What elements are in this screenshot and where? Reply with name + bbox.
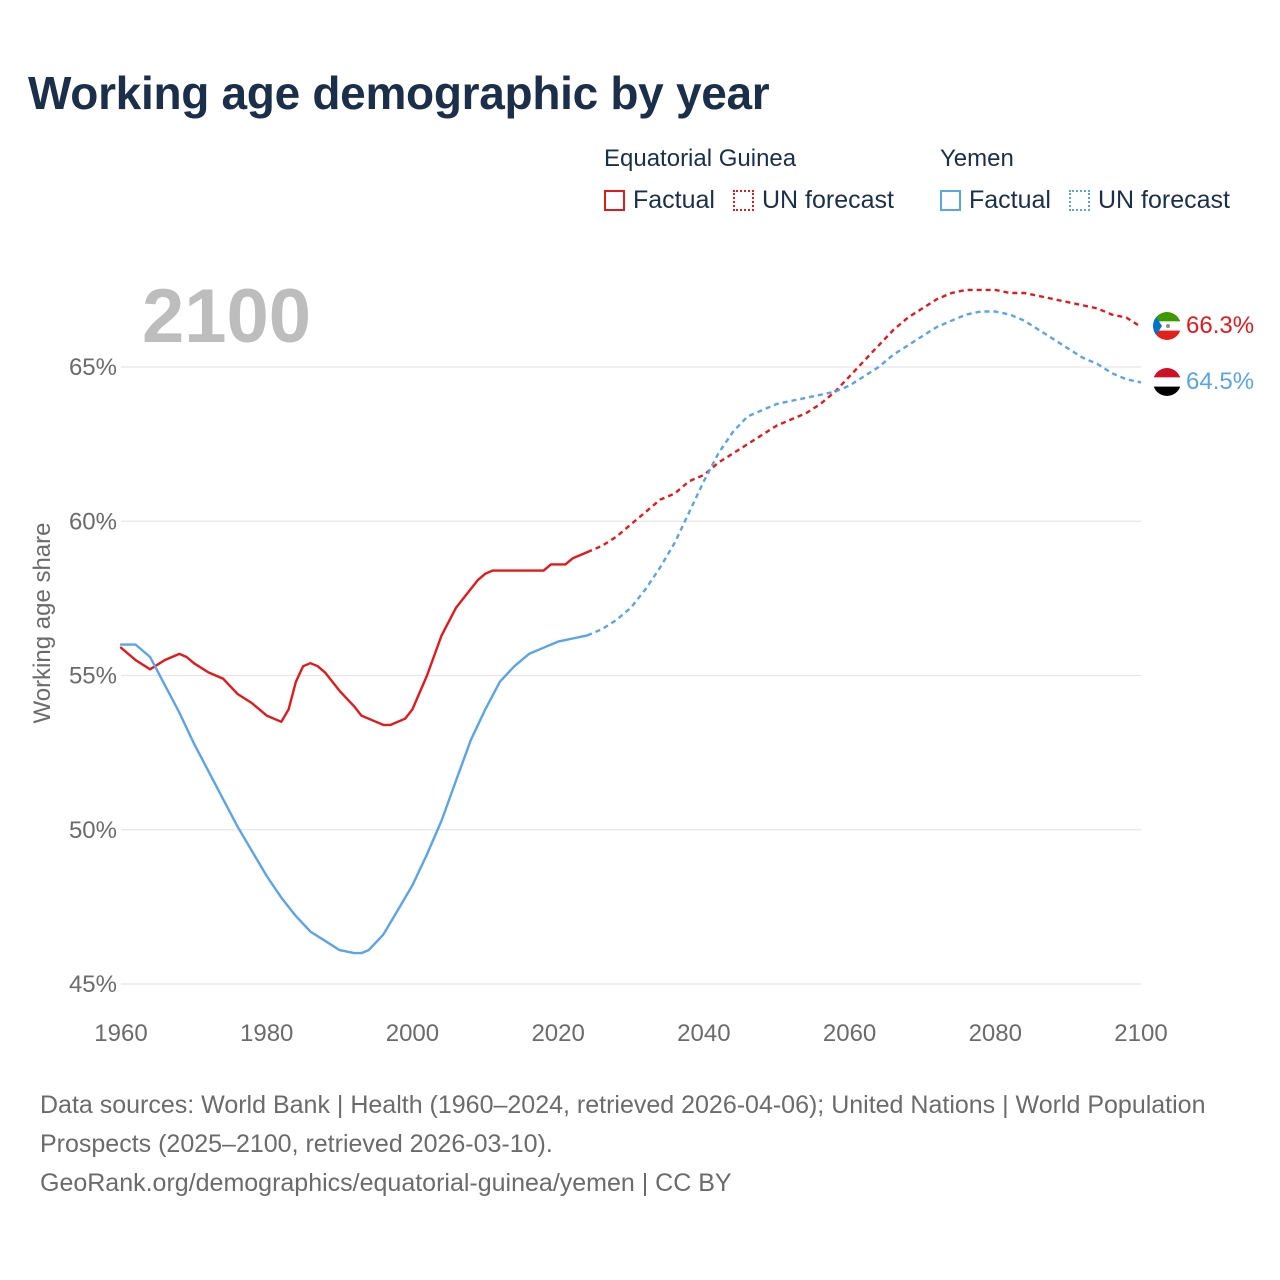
legend-item-equatorial-guinea-forecast[interactable]: UN forecast: [732, 186, 894, 215]
legend-group-equatorial-guinea: Equatorial Guinea Factual UN forecast: [604, 144, 894, 215]
series-line-equatorial-guinea-forecast: [586, 288, 1142, 554]
legend-swatch-dotted: [732, 190, 754, 211]
y-axis-ticks: 45% 50% 55% 60% 65%: [69, 354, 117, 998]
legend-swatch-solid: [604, 190, 625, 211]
series-lines: [119, 288, 1142, 955]
legend-swatch-dotted: [1068, 190, 1090, 211]
end-label-yemen: 64.5%: [1186, 368, 1254, 395]
year-watermark: 2100: [142, 274, 311, 359]
x-tick-label: 2040: [677, 1020, 730, 1047]
y-tick-label: 45%: [69, 971, 117, 998]
legend-item-yemen-factual[interactable]: Factual: [940, 186, 1051, 215]
legend-group-title: Equatorial Guinea: [604, 145, 797, 172]
x-tick-label: 1960: [94, 1020, 147, 1047]
line-chart: 2100 45% 50% 55% 60% 65% 1960 1980 2000 2020 204…: [29, 274, 1254, 1047]
legend-group-yemen: Yemen Factual UN forecast: [940, 144, 1230, 215]
x-tick-label: 1980: [240, 1020, 293, 1047]
series-line-equatorial-guinea-factual: [119, 550, 589, 727]
legend-item-label: UN forecast: [1097, 186, 1230, 214]
y-tick-label: 55%: [69, 663, 117, 690]
x-tick-label: 2000: [386, 1020, 439, 1047]
yemen-flag-icon: [1153, 368, 1181, 396]
legend-item-label: Factual: [633, 186, 715, 214]
y-tick-label: 60%: [69, 508, 117, 535]
y-tick-label: 65%: [69, 354, 117, 381]
legend-item-yemen-forecast[interactable]: UN forecast: [1068, 186, 1230, 215]
legend-item-equatorial-guinea-factual[interactable]: Factual: [604, 186, 715, 215]
series-line-yemen-factual: [119, 634, 589, 955]
legend-swatch-solid: [940, 190, 961, 211]
series-line-yemen-forecast: [586, 310, 1142, 637]
credit-line: GeoRank.org/demographics/equatorial-guin…: [40, 1169, 732, 1197]
end-label-equatorial-guinea: 66.3%: [1186, 312, 1254, 339]
page-title: Working age demographic by year: [28, 67, 770, 119]
x-tick-label: 2080: [969, 1020, 1022, 1047]
data-sources: Data sources: World Bank | Health (1960–…: [40, 1091, 1206, 1158]
equatorial-guinea-flag-icon: [1153, 312, 1181, 340]
grid-lines: [121, 366, 1141, 985]
legend-item-label: Factual: [969, 186, 1051, 214]
footer: Data sources: World Bank | Health (1960–…: [40, 1086, 1240, 1203]
legend-item-label: UN forecast: [761, 186, 894, 214]
x-axis-ticks: 1960 1980 2000 2020 2040 2060 2080 2100: [94, 1020, 1167, 1047]
x-tick-label: 2020: [531, 1020, 584, 1047]
y-tick-label: 50%: [69, 817, 117, 844]
x-tick-label: 2100: [1114, 1020, 1167, 1047]
y-axis-label: Working age share: [29, 523, 56, 724]
legend-group-title: Yemen: [940, 145, 1014, 172]
x-tick-label: 2060: [823, 1020, 876, 1047]
